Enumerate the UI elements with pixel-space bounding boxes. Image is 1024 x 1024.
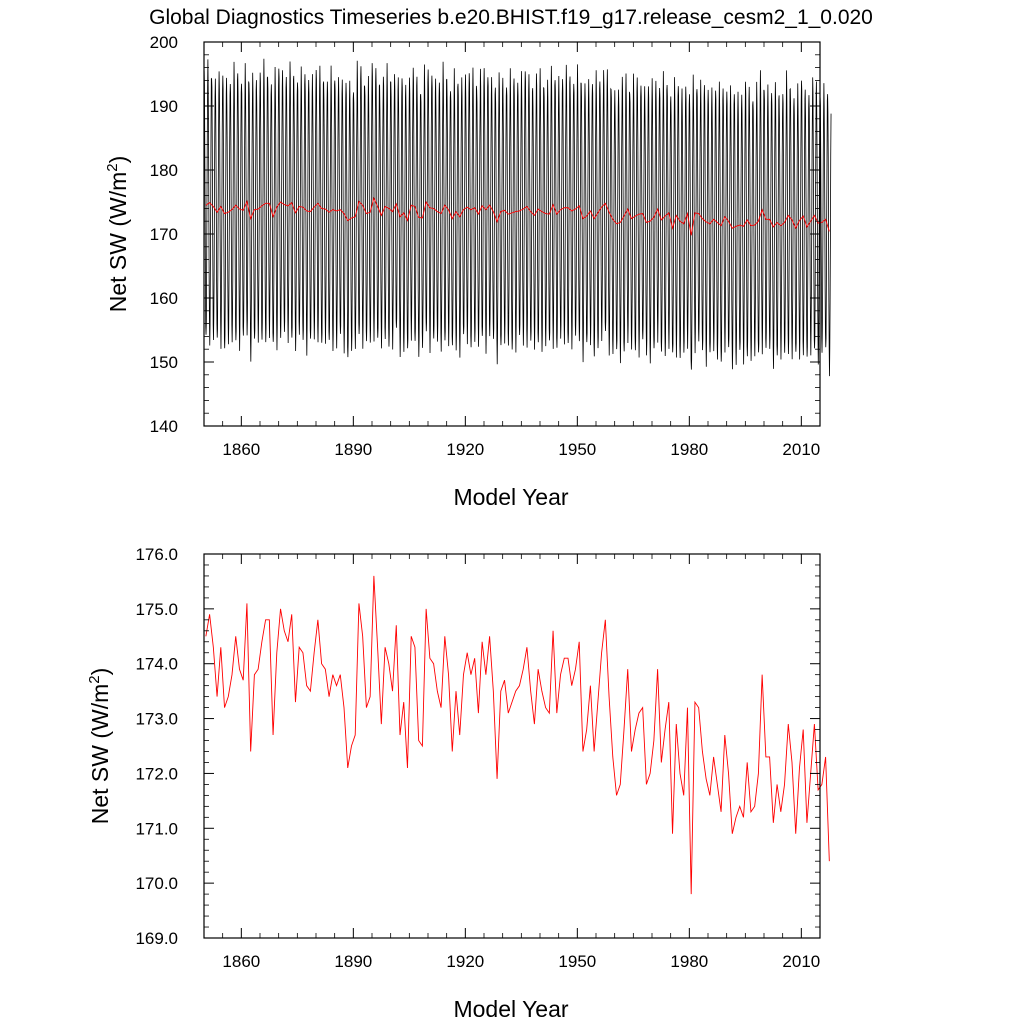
bottom-yaxis-title: Net SW (W/m2): [86, 668, 113, 825]
bottom-ytick-label: 169.0: [135, 929, 178, 948]
top-xtick-label: 1860: [222, 440, 260, 459]
top-annual-mean-series-line: [205, 196, 830, 236]
top-yaxis-title-main: Net SW (W/m: [105, 172, 131, 313]
top-yaxis-title-close: ): [105, 156, 131, 164]
bottom-ytick-label: 170.0: [135, 874, 178, 893]
top-ytick-label: 160: [150, 289, 178, 308]
bottom-ytick-label: 175.0: [135, 600, 178, 619]
bottom-tick-layer: 1860 1890 1920 1950 1980 2010 169.0 170.0 171.0 1…: [135, 545, 821, 971]
chart-title: Global Diagnostics Timeseries b.e20.BHIS…: [149, 6, 873, 29]
bottom-ytick-label: 174.0: [135, 655, 178, 674]
top-ytick-label: 180: [150, 161, 178, 180]
top-tick-layer: 1860 1890 1920 1950 1980 2010 140 150 160 170 180 1…: [150, 33, 821, 459]
bottom-xtick-label: 1890: [334, 952, 372, 971]
top-ytick-label: 140: [150, 417, 178, 436]
bottom-plot-frame: [203, 553, 821, 939]
top-xtick-label: 1890: [334, 440, 372, 459]
bottom-annual-mean-series-line: [205, 575, 830, 895]
top-ytick-label: 150: [150, 353, 178, 372]
bottom-ytick-label: 171.0: [135, 819, 178, 838]
bottom-yaxis-title-sup: 2: [86, 675, 103, 683]
top-panel: 1860 1890 1920 1950 1980 2010 140 150 160 170 180 1…: [104, 33, 832, 510]
bottom-ytick-label: 172.0: [135, 764, 178, 783]
top-ytick-label: 190: [150, 97, 178, 116]
bottom-xaxis-title: Model Year: [453, 996, 568, 1022]
top-ytick-label: 170: [150, 225, 178, 244]
bottom-panel: 1860 1890 1920 1950 1980 2010 169.0 170.0 171.0 1…: [86, 545, 830, 1022]
bottom-yaxis-title-main: Net SW (W/m: [87, 684, 113, 825]
bottom-series-layer: [205, 575, 830, 895]
top-yaxis-title: Net SW (W/m2): [104, 156, 131, 313]
top-xtick-label: 1920: [446, 440, 484, 459]
top-ytick-label: 200: [150, 33, 178, 52]
top-xtick-label: 1980: [670, 440, 708, 459]
bottom-ytick-label: 176.0: [135, 545, 178, 564]
top-xtick-label: 2010: [782, 440, 820, 459]
top-monthly-series-line: [203, 58, 832, 377]
bottom-ytick-label: 173.0: [135, 710, 178, 729]
top-xaxis-title: Model Year: [453, 484, 568, 510]
bottom-xtick-label: 1980: [670, 952, 708, 971]
bottom-xtick-label: 1920: [446, 952, 484, 971]
bottom-xtick-label: 1950: [558, 952, 596, 971]
bottom-xtick-label: 2010: [782, 952, 820, 971]
bottom-yaxis-title-close: ): [87, 668, 113, 676]
top-xtick-label: 1950: [558, 440, 596, 459]
top-series-layer: [203, 58, 832, 377]
top-yaxis-title-sup: 2: [104, 163, 121, 171]
bottom-xtick-label: 1860: [222, 952, 260, 971]
